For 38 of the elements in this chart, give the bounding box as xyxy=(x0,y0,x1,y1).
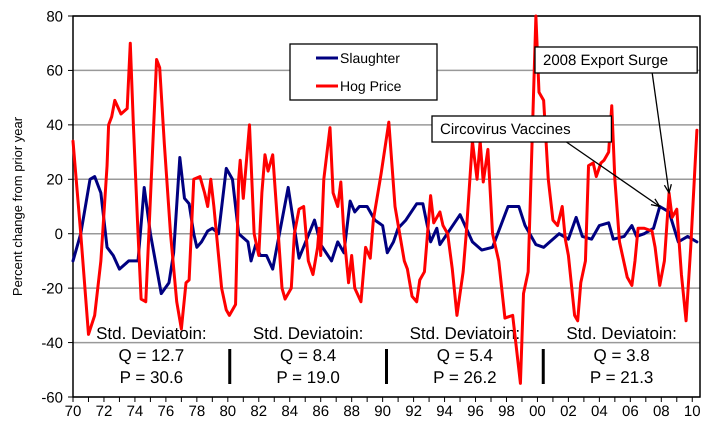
x-tick-label: 88 xyxy=(343,403,360,420)
x-tick-label: 78 xyxy=(188,403,206,420)
annotation: Std. Deviatoin: Q = 8.4 P = 19.0 xyxy=(252,324,364,387)
x-tick-label: 00 xyxy=(529,403,546,420)
x-tick-label: 04 xyxy=(591,403,608,420)
x-tick-label: 70 xyxy=(64,403,82,420)
x-tick-label: 72 xyxy=(96,403,112,420)
annotation: Circovirus Vaccines xyxy=(440,121,571,138)
y-tick-label: -40 xyxy=(41,334,63,352)
y-tick-label: 20 xyxy=(46,172,63,189)
x-tick-label: 10 xyxy=(684,403,701,420)
x-tick-label: 92 xyxy=(405,403,422,420)
x-tick-label: 90 xyxy=(374,403,391,420)
x-tick-label: 86 xyxy=(312,403,330,420)
y-axis-title: Percent change from prior year xyxy=(10,116,25,296)
x-tick-label: 76 xyxy=(158,403,174,420)
legend-label: Slaughter xyxy=(340,50,400,66)
y-tick-label: 60 xyxy=(46,62,63,80)
y-tick-label: -20 xyxy=(41,280,63,298)
annotation: 2008 Export Surge xyxy=(543,52,668,69)
x-tick-label: 02 xyxy=(560,403,577,420)
x-tick-label: 06 xyxy=(622,403,639,420)
x-tick-label: 74 xyxy=(126,403,144,420)
x-tick-label: 84 xyxy=(281,403,298,420)
annotation: Std. Deviatoin: Q = 12.7 P = 30.6 xyxy=(96,324,207,387)
x-tick-label: 08 xyxy=(652,403,670,420)
x-tick-label: 94 xyxy=(436,403,453,420)
annotation: Std. Deviatoin: Q = 3.8 P = 21.3 xyxy=(566,324,677,387)
x-tick-label: 80 xyxy=(219,403,236,420)
legend-label: Hog Price xyxy=(340,78,402,94)
x-tick-label: 98 xyxy=(498,403,515,420)
line-series xyxy=(72,14,698,385)
x-tick-label: 96 xyxy=(467,403,484,420)
y-tick-label: 40 xyxy=(46,117,63,134)
x-tick-label: 82 xyxy=(250,403,268,420)
y-tick-label: -60 xyxy=(41,389,63,406)
y-tick-label: 0 xyxy=(54,226,63,243)
y-tick-label: 80 xyxy=(46,8,63,26)
